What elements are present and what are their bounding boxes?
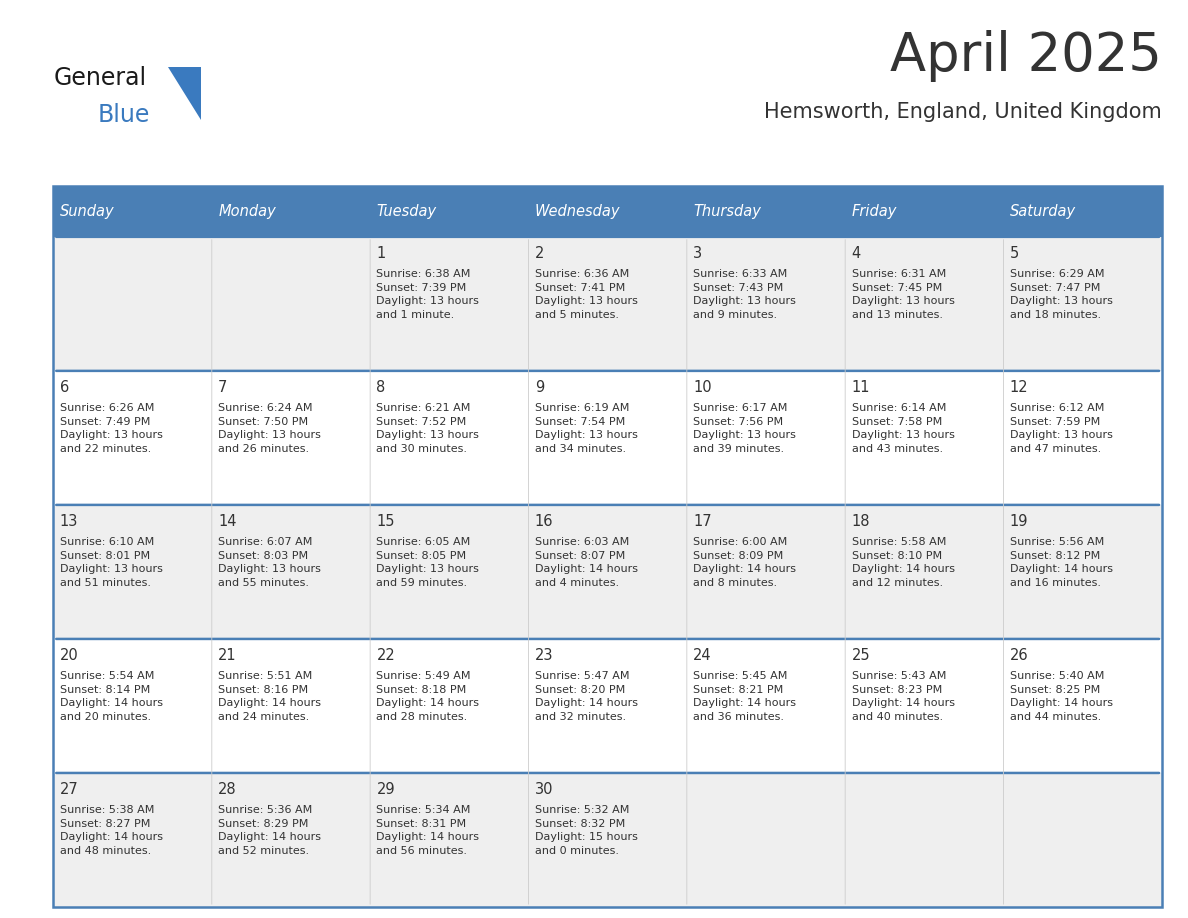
Text: 13: 13 <box>59 514 78 530</box>
Text: 15: 15 <box>377 514 394 530</box>
Text: Sunrise: 5:40 AM
Sunset: 8:25 PM
Daylight: 14 hours
and 44 minutes.: Sunrise: 5:40 AM Sunset: 8:25 PM Dayligh… <box>1010 671 1113 722</box>
Text: Sunrise: 6:33 AM
Sunset: 7:43 PM
Daylight: 13 hours
and 9 minutes.: Sunrise: 6:33 AM Sunset: 7:43 PM Dayligh… <box>693 269 796 319</box>
Text: 26: 26 <box>1010 648 1029 664</box>
Text: 16: 16 <box>535 514 554 530</box>
Text: 5: 5 <box>1010 246 1019 262</box>
Text: 3: 3 <box>693 246 702 262</box>
Text: Sunrise: 6:10 AM
Sunset: 8:01 PM
Daylight: 13 hours
and 51 minutes.: Sunrise: 6:10 AM Sunset: 8:01 PM Dayligh… <box>59 537 163 588</box>
Text: Sunrise: 6:21 AM
Sunset: 7:52 PM
Daylight: 13 hours
and 30 minutes.: Sunrise: 6:21 AM Sunset: 7:52 PM Dayligh… <box>377 403 479 453</box>
Bar <box>53 186 1162 237</box>
Text: 27: 27 <box>59 782 78 798</box>
Text: 30: 30 <box>535 782 554 798</box>
Bar <box>53 773 1162 907</box>
Text: 17: 17 <box>693 514 712 530</box>
Bar <box>53 505 1162 639</box>
Text: Sunrise: 5:51 AM
Sunset: 8:16 PM
Daylight: 14 hours
and 24 minutes.: Sunrise: 5:51 AM Sunset: 8:16 PM Dayligh… <box>219 671 321 722</box>
Text: Hemsworth, England, United Kingdom: Hemsworth, England, United Kingdom <box>764 102 1162 122</box>
Text: 1: 1 <box>377 246 386 262</box>
Text: Monday: Monday <box>219 204 276 219</box>
Text: 10: 10 <box>693 380 712 396</box>
Text: 21: 21 <box>219 648 236 664</box>
Text: Sunrise: 6:26 AM
Sunset: 7:49 PM
Daylight: 13 hours
and 22 minutes.: Sunrise: 6:26 AM Sunset: 7:49 PM Dayligh… <box>59 403 163 453</box>
Text: Saturday: Saturday <box>1010 204 1076 219</box>
Text: 6: 6 <box>59 380 69 396</box>
Text: April 2025: April 2025 <box>890 30 1162 83</box>
Bar <box>53 186 1162 907</box>
Text: Tuesday: Tuesday <box>377 204 437 219</box>
Text: Sunrise: 6:24 AM
Sunset: 7:50 PM
Daylight: 13 hours
and 26 minutes.: Sunrise: 6:24 AM Sunset: 7:50 PM Dayligh… <box>219 403 321 453</box>
Text: 18: 18 <box>852 514 870 530</box>
Text: Sunrise: 5:45 AM
Sunset: 8:21 PM
Daylight: 14 hours
and 36 minutes.: Sunrise: 5:45 AM Sunset: 8:21 PM Dayligh… <box>693 671 796 722</box>
Text: Wednesday: Wednesday <box>535 204 620 219</box>
Text: Sunday: Sunday <box>59 204 114 219</box>
Text: Sunrise: 5:38 AM
Sunset: 8:27 PM
Daylight: 14 hours
and 48 minutes.: Sunrise: 5:38 AM Sunset: 8:27 PM Dayligh… <box>59 805 163 856</box>
Text: Sunrise: 6:03 AM
Sunset: 8:07 PM
Daylight: 14 hours
and 4 minutes.: Sunrise: 6:03 AM Sunset: 8:07 PM Dayligh… <box>535 537 638 588</box>
Text: Sunrise: 6:31 AM
Sunset: 7:45 PM
Daylight: 13 hours
and 13 minutes.: Sunrise: 6:31 AM Sunset: 7:45 PM Dayligh… <box>852 269 954 319</box>
Text: 29: 29 <box>377 782 396 798</box>
Text: 23: 23 <box>535 648 554 664</box>
Text: Sunrise: 6:00 AM
Sunset: 8:09 PM
Daylight: 14 hours
and 8 minutes.: Sunrise: 6:00 AM Sunset: 8:09 PM Dayligh… <box>693 537 796 588</box>
Text: Sunrise: 5:54 AM
Sunset: 8:14 PM
Daylight: 14 hours
and 20 minutes.: Sunrise: 5:54 AM Sunset: 8:14 PM Dayligh… <box>59 671 163 722</box>
Bar <box>53 237 1162 371</box>
Text: Sunrise: 6:38 AM
Sunset: 7:39 PM
Daylight: 13 hours
and 1 minute.: Sunrise: 6:38 AM Sunset: 7:39 PM Dayligh… <box>377 269 479 319</box>
Text: Sunrise: 5:47 AM
Sunset: 8:20 PM
Daylight: 14 hours
and 32 minutes.: Sunrise: 5:47 AM Sunset: 8:20 PM Dayligh… <box>535 671 638 722</box>
Text: 24: 24 <box>693 648 712 664</box>
Text: Sunrise: 6:17 AM
Sunset: 7:56 PM
Daylight: 13 hours
and 39 minutes.: Sunrise: 6:17 AM Sunset: 7:56 PM Dayligh… <box>693 403 796 453</box>
Text: Sunrise: 5:34 AM
Sunset: 8:31 PM
Daylight: 14 hours
and 56 minutes.: Sunrise: 5:34 AM Sunset: 8:31 PM Dayligh… <box>377 805 480 856</box>
Text: Thursday: Thursday <box>693 204 762 219</box>
Text: 19: 19 <box>1010 514 1029 530</box>
Text: 7: 7 <box>219 380 228 396</box>
Text: 11: 11 <box>852 380 870 396</box>
Text: Friday: Friday <box>852 204 897 219</box>
Polygon shape <box>168 67 201 120</box>
Text: Sunrise: 5:43 AM
Sunset: 8:23 PM
Daylight: 14 hours
and 40 minutes.: Sunrise: 5:43 AM Sunset: 8:23 PM Dayligh… <box>852 671 954 722</box>
Text: 28: 28 <box>219 782 236 798</box>
Text: 2: 2 <box>535 246 544 262</box>
Text: 12: 12 <box>1010 380 1029 396</box>
Text: Sunrise: 5:58 AM
Sunset: 8:10 PM
Daylight: 14 hours
and 12 minutes.: Sunrise: 5:58 AM Sunset: 8:10 PM Dayligh… <box>852 537 954 588</box>
Text: Sunrise: 6:07 AM
Sunset: 8:03 PM
Daylight: 13 hours
and 55 minutes.: Sunrise: 6:07 AM Sunset: 8:03 PM Dayligh… <box>219 537 321 588</box>
Text: Blue: Blue <box>97 103 150 127</box>
Text: 25: 25 <box>852 648 870 664</box>
Text: Sunrise: 5:36 AM
Sunset: 8:29 PM
Daylight: 14 hours
and 52 minutes.: Sunrise: 5:36 AM Sunset: 8:29 PM Dayligh… <box>219 805 321 856</box>
Text: Sunrise: 6:05 AM
Sunset: 8:05 PM
Daylight: 13 hours
and 59 minutes.: Sunrise: 6:05 AM Sunset: 8:05 PM Dayligh… <box>377 537 479 588</box>
Text: 14: 14 <box>219 514 236 530</box>
Text: 22: 22 <box>377 648 396 664</box>
Text: Sunrise: 6:14 AM
Sunset: 7:58 PM
Daylight: 13 hours
and 43 minutes.: Sunrise: 6:14 AM Sunset: 7:58 PM Dayligh… <box>852 403 954 453</box>
Bar <box>53 639 1162 773</box>
Text: 8: 8 <box>377 380 386 396</box>
Text: Sunrise: 6:29 AM
Sunset: 7:47 PM
Daylight: 13 hours
and 18 minutes.: Sunrise: 6:29 AM Sunset: 7:47 PM Dayligh… <box>1010 269 1113 319</box>
Text: Sunrise: 5:49 AM
Sunset: 8:18 PM
Daylight: 14 hours
and 28 minutes.: Sunrise: 5:49 AM Sunset: 8:18 PM Dayligh… <box>377 671 480 722</box>
Text: 20: 20 <box>59 648 78 664</box>
Bar <box>53 371 1162 505</box>
Text: Sunrise: 5:32 AM
Sunset: 8:32 PM
Daylight: 15 hours
and 0 minutes.: Sunrise: 5:32 AM Sunset: 8:32 PM Dayligh… <box>535 805 638 856</box>
Text: Sunrise: 6:36 AM
Sunset: 7:41 PM
Daylight: 13 hours
and 5 minutes.: Sunrise: 6:36 AM Sunset: 7:41 PM Dayligh… <box>535 269 638 319</box>
Text: General: General <box>53 66 146 90</box>
Text: Sunrise: 6:12 AM
Sunset: 7:59 PM
Daylight: 13 hours
and 47 minutes.: Sunrise: 6:12 AM Sunset: 7:59 PM Dayligh… <box>1010 403 1113 453</box>
Text: Sunrise: 5:56 AM
Sunset: 8:12 PM
Daylight: 14 hours
and 16 minutes.: Sunrise: 5:56 AM Sunset: 8:12 PM Dayligh… <box>1010 537 1113 588</box>
Text: 9: 9 <box>535 380 544 396</box>
Text: 4: 4 <box>852 246 861 262</box>
Text: Sunrise: 6:19 AM
Sunset: 7:54 PM
Daylight: 13 hours
and 34 minutes.: Sunrise: 6:19 AM Sunset: 7:54 PM Dayligh… <box>535 403 638 453</box>
